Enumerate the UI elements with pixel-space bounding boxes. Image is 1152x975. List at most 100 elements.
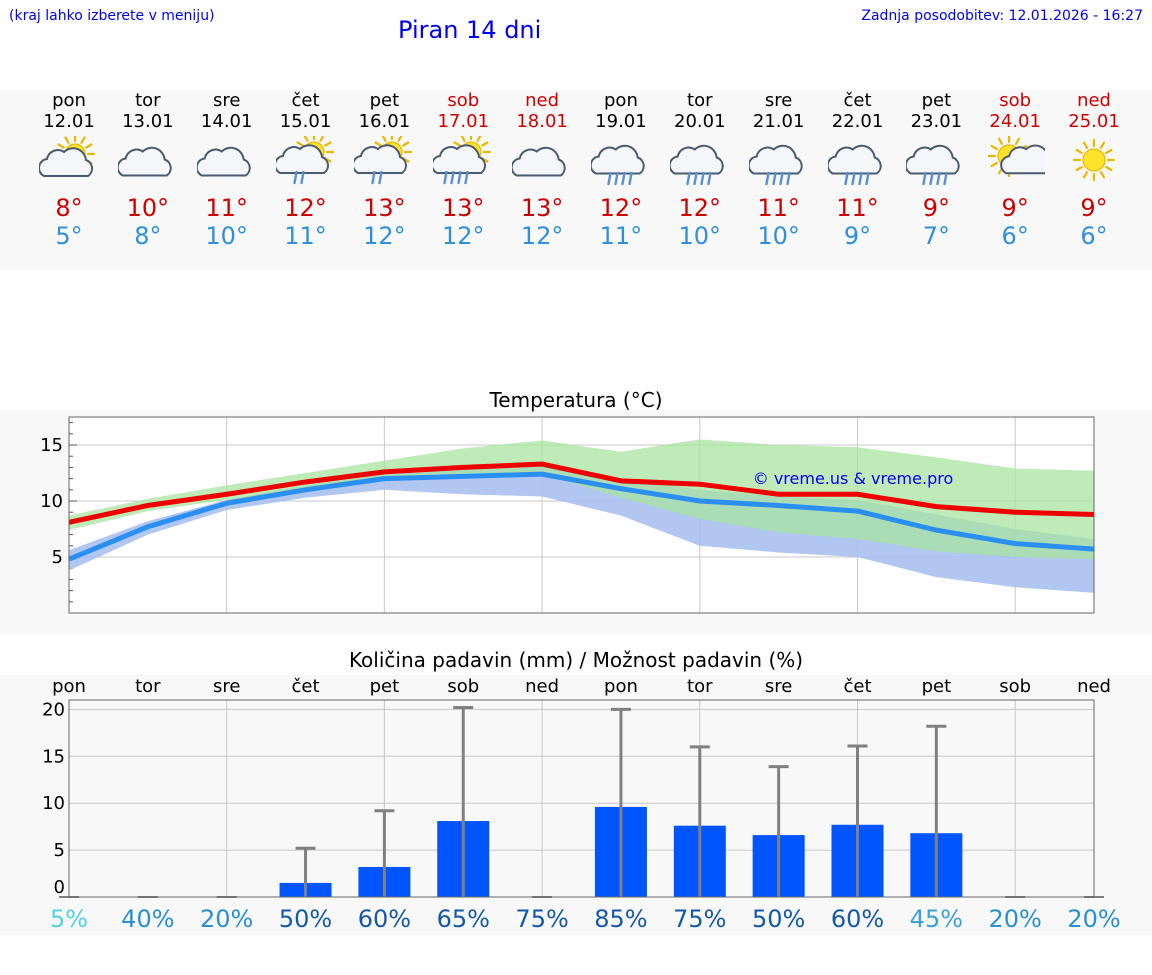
sun-small-cloud-icon	[988, 134, 1056, 178]
precip-probability-label: 50%	[752, 905, 805, 933]
sun-icon	[1072, 138, 1116, 182]
cloud-rain-icon	[747, 144, 803, 186]
day-column: ned 25.01 9° 6°	[1049, 90, 1139, 250]
min-temp: 6°	[1001, 222, 1029, 250]
precip-day-label: sob	[999, 676, 1031, 697]
max-temp: 8°	[55, 194, 83, 222]
min-temp: 7°	[922, 222, 950, 250]
sun-cloud-light-rain-icon	[273, 131, 334, 185]
max-temp: 13°	[520, 194, 564, 222]
sun-cloud-light-rain-icon	[352, 131, 413, 185]
precip-day-label: ned	[1077, 676, 1111, 697]
day-date: 12.01	[43, 111, 95, 132]
sun-cloud-icon	[38, 133, 96, 177]
precip-probability-label: 60%	[358, 905, 411, 933]
day-column: pet 16.01 13° 12°	[339, 90, 429, 250]
precip-probability-label: 75%	[515, 905, 568, 933]
day-date: 18.01	[516, 111, 568, 132]
day-name: pon	[52, 90, 86, 111]
precip-probability-label: 45%	[910, 905, 963, 933]
temp-y-tick-label: 5	[52, 547, 63, 568]
min-temp: 9°	[843, 222, 872, 250]
precip-probability-label: 20%	[1067, 905, 1120, 933]
max-temp: 9°	[922, 194, 950, 222]
day-date: 14.01	[200, 111, 253, 132]
precip-day-label: tor	[687, 676, 713, 697]
cloud-icon	[195, 146, 251, 177]
temperature-chart: 5 10 15 © vreme.us & vreme.pro	[40, 416, 1095, 614]
day-column: sre 14.01 11° 10°	[182, 90, 272, 250]
day-column: pon 19.01 12° 11°	[576, 90, 666, 250]
min-temp: 11°	[284, 222, 327, 250]
spacer-strip	[0, 270, 1152, 365]
max-temp: 13°	[363, 194, 406, 222]
max-temp: 11°	[205, 194, 248, 222]
temp-y-tick-label: 15	[40, 435, 63, 456]
min-temp: 5°	[55, 222, 83, 250]
day-column: tor 20.01 12° 10°	[655, 90, 745, 250]
precip-day-label: sre	[213, 676, 240, 697]
max-temp: 10°	[126, 194, 170, 222]
day-name: sre	[764, 90, 793, 111]
day-name: čet	[291, 90, 320, 111]
precipitation-chart: pon tor sre čet pet sob ned pon tor sre čet pet sob n…	[42, 676, 1121, 933]
precip-day-label: pet	[370, 676, 400, 697]
day-column: sre 21.01 11° 10°	[734, 90, 824, 250]
day-date: 19.01	[595, 111, 647, 132]
day-name: sre	[212, 90, 241, 111]
day-date: 23.01	[910, 111, 963, 132]
max-temp-band	[69, 439, 1095, 560]
watermark: © vreme.us & vreme.pro	[753, 469, 954, 488]
temp-plot-frame	[68, 416, 1095, 614]
sun-cloud-rain-icon	[431, 131, 492, 185]
min-temp: 10°	[678, 222, 722, 250]
precip-y-tick-label: 20	[42, 699, 65, 720]
day-date: 15.01	[279, 111, 332, 132]
precip-day-label: sre	[765, 676, 792, 697]
day-name: tor	[687, 90, 713, 111]
precip-probability-label: 50%	[279, 905, 332, 933]
precip-day-label: ned	[525, 676, 559, 697]
max-temp: 12°	[284, 194, 327, 222]
precip-probability-label: 60%	[831, 905, 884, 933]
day-date: 20.01	[674, 111, 726, 132]
day-name: pet	[369, 90, 400, 111]
max-temp: 12°	[678, 194, 722, 222]
max-temp: 9°	[1080, 194, 1108, 222]
day-name: sob	[447, 90, 480, 111]
precip-probability-label: 85%	[594, 905, 647, 933]
max-temp-line	[68, 461, 1095, 525]
day-name: sob	[999, 90, 1032, 111]
day-name: tor	[135, 90, 161, 111]
precip-probability-label: 20%	[989, 905, 1042, 933]
location-hint[interactable]: (kraj lahko izberete v meniju)	[9, 8, 215, 24]
precip-day-label: pon	[604, 676, 638, 697]
day-column: pon 12.01 8° 5°	[24, 90, 114, 250]
min-temp: 10°	[757, 222, 800, 250]
precip-probability-label: 5%	[50, 905, 88, 933]
max-temp: 11°	[836, 194, 879, 222]
min-temp: 8°	[134, 222, 162, 250]
day-column: tor 13.01 10° 8°	[103, 90, 193, 250]
cloud-icon	[116, 146, 172, 177]
min-temp: 12°	[363, 222, 406, 250]
day-column: pet 23.01 9° 7°	[891, 90, 981, 250]
cloud-icon	[510, 146, 566, 177]
precip-day-label: sob	[447, 676, 479, 697]
max-temp: 11°	[757, 194, 800, 222]
precip-probability-label: 20%	[200, 905, 253, 933]
precip-day-label: tor	[135, 676, 161, 697]
last-update: Zadnja posodobitev: 12.01.2026 - 16:27	[861, 8, 1143, 24]
precip-day-label: čet	[292, 676, 320, 697]
min-temp: 12°	[520, 222, 564, 250]
cloud-rain-icon	[905, 144, 961, 186]
page-title: Piran 14 dni	[398, 16, 542, 44]
day-column: čet 22.01 11° 9°	[813, 90, 903, 250]
day-name: pet	[921, 90, 952, 111]
precip-probability-label: 65%	[437, 905, 490, 933]
min-temp: 10°	[205, 222, 248, 250]
temperature-title: Temperatura (°C)	[489, 388, 663, 412]
precip-title: Količina padavin (mm) / Možnost padavin …	[348, 648, 804, 672]
cloud-rain-icon	[826, 144, 882, 186]
precip-y-tick-label: 15	[42, 746, 65, 767]
